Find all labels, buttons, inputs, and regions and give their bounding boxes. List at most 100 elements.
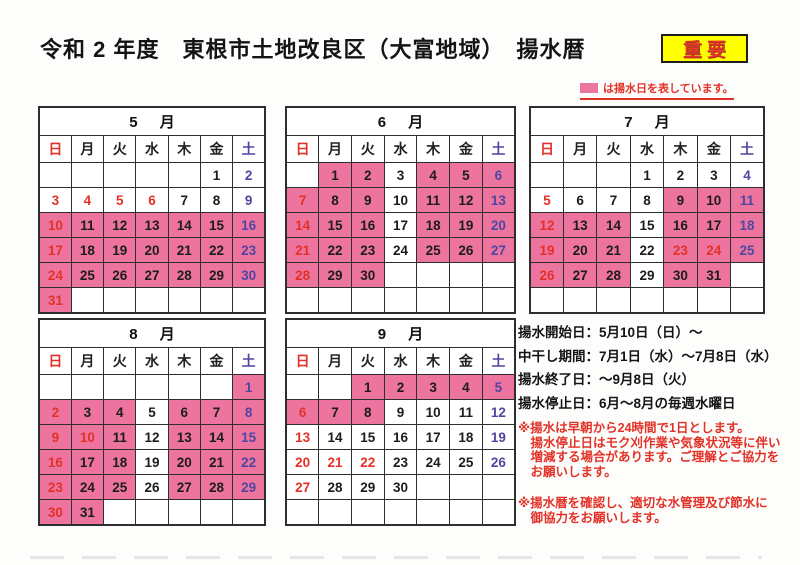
day-cell: 16 [38,449,72,475]
weekday-header: 日 [285,347,320,375]
calendar-july: 7 月日月火水木金土 1 2 3 4 5 6 7 8 9 10 11 12 13 14 15 16 17 18 19 2… [529,106,765,314]
day-cell: 30 [38,499,72,526]
day-cell: 4 [730,162,765,188]
day-cell: 10 [38,212,72,238]
day-cell: 12 [103,212,137,238]
day-cell: 7 [318,399,352,425]
day-cell: 10 [416,399,451,425]
weekday-header: 土 [481,347,516,375]
day-cell: 23 [663,237,698,263]
calendar-table-july: 7 月日月火水木金土 1 2 3 4 5 6 7 8 9 10 11 12 13 14 15 16 17 18 19 2… [529,106,765,314]
empty-cell [285,287,320,314]
day-cell: 16 [383,424,418,450]
day-cell: 18 [70,237,105,263]
weekday-header: 金 [199,135,234,163]
day-cell: 19 [481,424,516,450]
day-cell: 13 [285,424,320,450]
empty-cell [167,287,201,314]
day-cell: 5 [135,399,169,425]
day-cell: 10 [383,187,418,213]
day-cell: 27 [562,262,598,288]
empty-cell [449,474,483,500]
empty-cell [285,499,320,526]
weekday-header: 火 [596,135,631,163]
calendar-table-june: 6 月日月火水木金土 1 2 3 4 5 6 7 8 9 10 11 12 13 14 15 16 17 18 19 2… [285,106,516,314]
day-cell: 24 [38,262,72,288]
day-cell: 23 [350,237,385,263]
day-cell: 21 [167,237,201,263]
empty-cell [529,287,564,314]
day-cell: 3 [696,162,732,188]
weekday-header: 水 [135,135,169,163]
calendar-september: 9 月日月火水木金土 1 2 3 4 5 6 7 8 9 10 11 12 13 14 15 16 17 18 19 2… [285,318,516,526]
weekday-header: 火 [103,135,137,163]
important-badge: 重要 [661,34,748,63]
day-cell: 6 [167,399,201,425]
day-cell: 26 [103,262,137,288]
day-cell: 27 [135,262,169,288]
weekday-header: 木 [663,135,698,163]
day-cell: 14 [318,424,352,450]
day-cell: 23 [383,449,418,475]
day-cell: 4 [416,162,451,188]
day-cell: 7 [596,187,631,213]
empty-cell [103,499,137,526]
empty-cell [696,287,732,314]
day-cell: 3 [38,187,72,213]
day-cell: 13 [481,187,516,213]
day-cell: 26 [135,474,169,500]
day-cell: 11 [70,212,105,238]
day-cell: 27 [481,237,516,263]
weekday-header: 月 [70,347,105,375]
day-cell: 11 [730,187,765,213]
empty-cell [285,162,320,188]
day-cell: 12 [529,212,564,238]
empty-cell [481,499,516,526]
day-cell: 20 [481,212,516,238]
empty-cell [449,287,483,314]
day-cell: 24 [696,237,732,263]
calendar-table-august: 8 月日月火水木金土 1 2 3 4 5 6 7 8 9 10 11 12 13 14 15 16 17 18 19 2… [38,318,266,526]
day-cell: 4 [449,374,483,400]
empty-cell [383,262,418,288]
day-cell: 24 [416,449,451,475]
day-cell: 20 [562,237,598,263]
day-cell: 7 [285,187,320,213]
day-cell: 18 [730,212,765,238]
day-cell: 4 [70,187,105,213]
empty-cell [38,162,72,188]
empty-cell [103,287,137,314]
empty-cell [562,287,598,314]
empty-cell [318,499,352,526]
weekday-header: 日 [529,135,564,163]
day-cell: 20 [167,449,201,475]
pumping-day-color-swatch [580,83,598,93]
legend-pumping-day: は揚水日を表しています。 [580,80,734,100]
day-cell: 9 [38,424,72,450]
day-cell: 15 [318,212,352,238]
empty-cell [481,262,516,288]
calendar-august: 8 月日月火水木金土 1 2 3 4 5 6 7 8 9 10 11 12 13 14 15 16 17 18 19 2… [38,318,266,526]
day-cell: 14 [285,212,320,238]
day-cell: 8 [199,187,234,213]
day-cell: 22 [629,237,665,263]
day-cell: 7 [199,399,234,425]
day-cell: 22 [199,237,234,263]
day-cell: 17 [38,237,72,263]
day-cell: 10 [70,424,105,450]
day-cell: 15 [629,212,665,238]
day-cell: 19 [135,449,169,475]
empty-cell [70,374,105,400]
weekday-header: 火 [350,135,385,163]
month-title: 7 月 [529,106,765,136]
day-cell: 8 [629,187,665,213]
weekday-header: 月 [318,347,352,375]
day-cell: 21 [596,237,631,263]
day-cell: 22 [318,237,352,263]
day-cell: 2 [350,162,385,188]
empty-cell [38,374,72,400]
weekday-header: 日 [38,135,72,163]
empty-cell [449,262,483,288]
schedule-info-line: 中干し期間：7月1日（水）～7月8日（水） [518,348,778,364]
day-cell: 5 [529,187,564,213]
